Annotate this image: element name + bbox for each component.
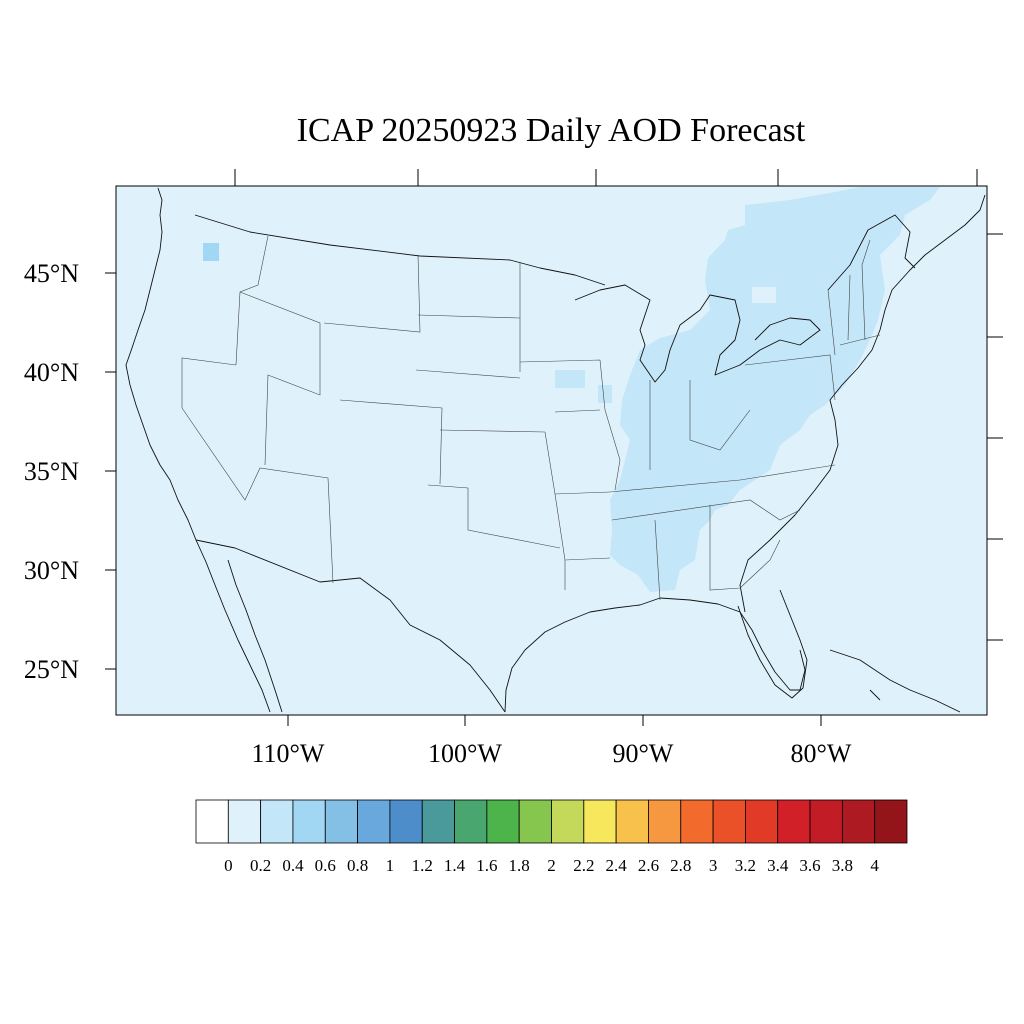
colorbar-label: 1.6 xyxy=(476,856,497,875)
colorbar-label: 3 xyxy=(709,856,718,875)
colorbar-swatch xyxy=(841,799,876,844)
colorbar-swatch xyxy=(421,799,455,844)
colorbar-label: 2.2 xyxy=(573,856,594,875)
colorbar-swatch xyxy=(583,799,617,844)
aod-patch-idaho xyxy=(203,243,219,261)
longitude-tick-label: 90°W xyxy=(613,739,674,768)
colorbar-label: 2.4 xyxy=(606,856,628,875)
colorbar-swatch xyxy=(227,799,262,844)
map-title: ICAP 20250923 Daily AOD Forecast xyxy=(297,112,806,149)
mexico-border xyxy=(195,539,506,713)
colorbar-swatch xyxy=(195,799,229,844)
colorbar-swatch xyxy=(615,799,649,844)
clear-patch-ontario xyxy=(752,287,776,303)
aod-patch-illinois xyxy=(598,385,612,403)
axis-ticks xyxy=(105,169,1003,726)
colorbar-swatch xyxy=(260,799,294,844)
colorbar-swatch xyxy=(518,799,552,844)
state-borders-central xyxy=(519,262,621,590)
aod-region-northeast xyxy=(610,187,940,592)
colorbar-label: 2 xyxy=(547,856,556,875)
colorbar-swatch xyxy=(454,799,488,844)
baja-coastline xyxy=(227,559,283,713)
colorbar-swatch xyxy=(680,799,714,844)
colorbar-label: 4 xyxy=(870,856,879,875)
colorbar-swatch xyxy=(777,799,811,844)
colorbar-swatch xyxy=(745,799,779,844)
colorbar-label: 0 xyxy=(224,856,233,875)
west-coastline xyxy=(125,187,271,713)
colorbar-swatch xyxy=(551,799,585,844)
latitude-tick-label: 30°N xyxy=(24,556,79,585)
caribbean-islands xyxy=(829,649,961,713)
colorbar xyxy=(195,799,908,844)
colorbar-swatch xyxy=(648,799,682,844)
colorbar-swatch xyxy=(874,799,908,844)
canada-border xyxy=(194,214,606,286)
latitude-tick-label: 25°N xyxy=(24,655,79,684)
coastline-and-borders xyxy=(125,187,986,713)
longitude-tick-label: 80°W xyxy=(791,739,852,768)
colorbar-label: 2.8 xyxy=(670,856,691,875)
latitude-tick-label: 40°N xyxy=(24,358,79,387)
colorbar-label: 1 xyxy=(386,856,395,875)
longitude-tick-label: 100°W xyxy=(428,739,502,768)
latitude-tick-label: 45°N xyxy=(24,259,79,288)
aod-patch-iowa xyxy=(555,370,585,388)
colorbar-swatch xyxy=(486,799,520,844)
latitude-tick-labels: 45°N 40°N 35°N 30°N 25°N xyxy=(24,259,79,684)
colorbar-swatch xyxy=(389,799,423,844)
colorbar-label: 0.8 xyxy=(347,856,368,875)
colorbar-label: 2.6 xyxy=(638,856,659,875)
east-coastline xyxy=(739,194,986,613)
aod-elevated-regions xyxy=(203,187,940,592)
colorbar-label: 1.4 xyxy=(444,856,466,875)
new-england-border xyxy=(827,214,916,291)
colorbar-label: 1.2 xyxy=(412,856,433,875)
colorbar-swatch xyxy=(324,799,358,844)
gulf-coastline xyxy=(504,597,806,713)
great-lakes xyxy=(574,284,821,383)
longitude-tick-labels: 110°W 100°W 90°W 80°W xyxy=(252,739,852,768)
colorbar-label: 0.4 xyxy=(282,856,304,875)
colorbar-label: 3.6 xyxy=(799,856,820,875)
longitude-tick-label: 110°W xyxy=(252,739,325,768)
colorbar-label: 3.4 xyxy=(767,856,789,875)
colorbar-swatch xyxy=(292,799,326,844)
state-borders-northeast xyxy=(827,239,881,356)
colorbar-label: 3.2 xyxy=(735,856,756,875)
florida-coastline xyxy=(737,589,808,699)
map-frame xyxy=(115,185,988,716)
map-panel: 110°W 100°W 90°W 80°W 45°N 40°N 35°N 30°N 25°N xyxy=(24,169,1003,768)
latitude-tick-label: 35°N xyxy=(24,457,79,486)
colorbar-swatch xyxy=(809,799,843,844)
colorbar-swatch xyxy=(712,799,746,844)
colorbar-swatch xyxy=(357,799,391,844)
colorbar-label: 1.8 xyxy=(509,856,530,875)
state-borders-east xyxy=(609,354,836,601)
colorbar-labels: 0 0.2 0.4 0.6 0.8 1 1.2 1.4 1.6 1.8 2 2.2 2.4 2.6 2.8 3… xyxy=(224,856,879,875)
colorbar-label: 0.6 xyxy=(315,856,336,875)
colorbar-label: 3.8 xyxy=(832,856,853,875)
state-borders xyxy=(181,235,881,601)
colorbar-label: 0.2 xyxy=(250,856,271,875)
